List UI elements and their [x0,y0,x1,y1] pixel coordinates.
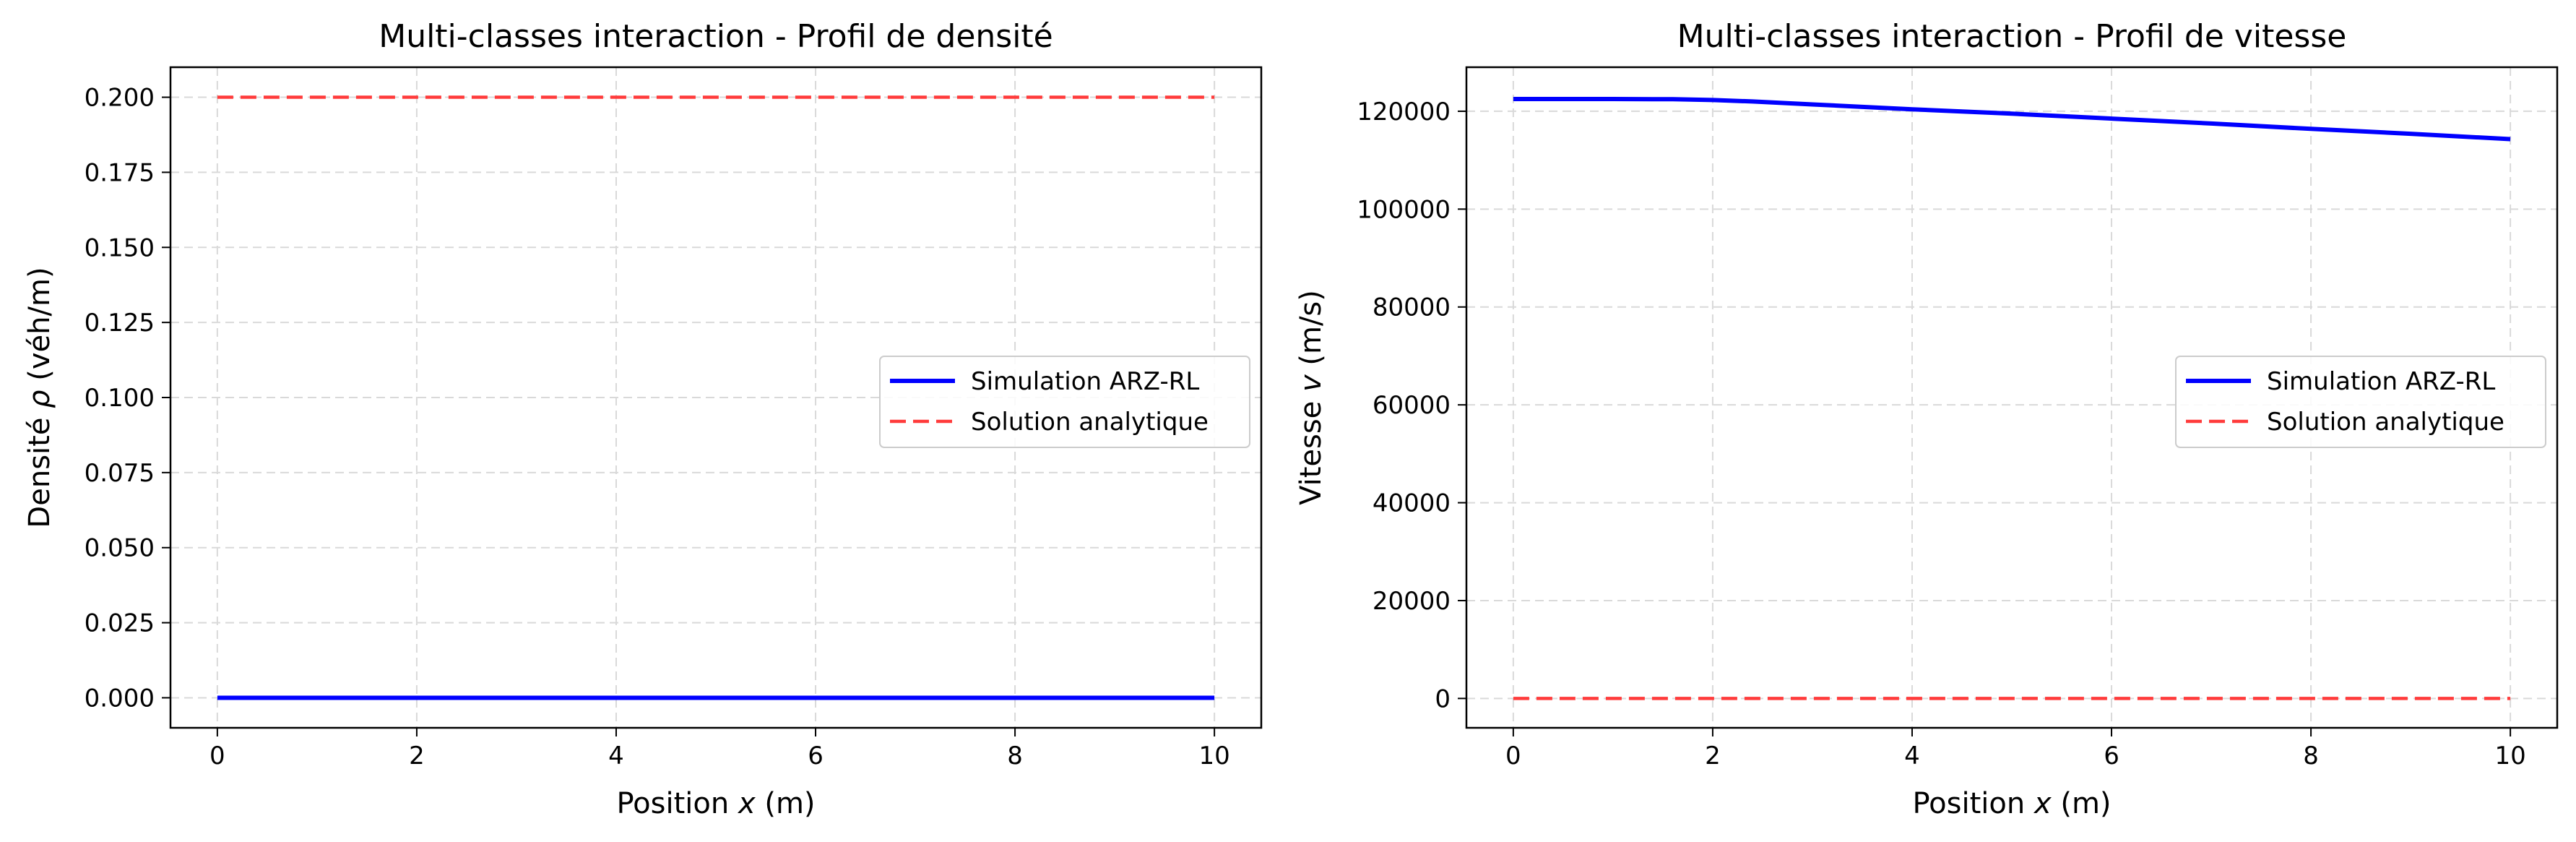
x-axis-label-text: Position [616,787,738,820]
legend-label: Solution analytique [2267,408,2504,437]
y-tick-label: 40000 [1373,489,1451,518]
x-tick-label: 0 [209,742,225,770]
density-chart-panel: 0 2 4 6 8 10 0.000 0.025 0.050 0.075 0.100 0.125 0.1… [23,18,1263,820]
x-axis-label-unit: (m) [756,787,816,820]
y-axis-label-var: ρ [23,390,56,408]
y-tick-label: 60000 [1373,391,1451,420]
y-tick-label: 0.050 [85,534,155,563]
chart-title: Multi-classes interaction - Profil de de… [379,18,1053,55]
y-axis-label-var: v [1295,374,1328,392]
velocity-chart-panel: 0 2 4 6 8 10 0 20000 40000 60000 80000 100000 120000… [1295,18,2559,820]
legend-box [2175,356,2546,448]
y-tick-label: 80000 [1373,293,1451,322]
x-axis-label-unit: (m) [2052,787,2112,820]
x-tick-label: 0 [1505,742,1521,770]
y-tick-label: 0.150 [85,233,155,262]
y-tick-label: 20000 [1373,587,1451,616]
y-tick-label: 0.200 [85,84,155,113]
y-axis-label-unit: (m/s) [1295,290,1328,374]
y-tick-label: 0.000 [85,684,155,713]
x-axis-label-var: x [737,787,756,820]
x-tick-label: 10 [1198,742,1229,770]
y-tick-label: 0.125 [85,309,155,338]
x-axis-label: Position x (m) [1912,787,2111,820]
legend: Simulation ARZ-RL Solution analytique [879,356,1250,448]
y-tick-label: 100000 [1357,195,1451,224]
y-axis-label-text: Vitesse [1295,392,1328,505]
x-tick-label: 4 [608,742,624,770]
x-tick-label: 8 [2303,742,2319,770]
y-tick-label: 0.100 [85,384,155,413]
x-tick-label: 4 [1904,742,1920,770]
x-tick-label: 6 [808,742,824,770]
y-axis-label: Densité ρ (véh/m) [23,267,56,528]
y-axis-label-text: Densité [23,408,56,528]
y-axis-label-unit: (véh/m) [23,267,56,390]
x-tick-label: 8 [1007,742,1023,770]
x-tick-label: 2 [1705,742,1721,770]
y-tick-label: 0.075 [85,459,155,488]
y-tick-label: 0 [1435,684,1451,713]
y-tick-label: 0.175 [85,158,155,187]
x-tick-label: 6 [2104,742,2119,770]
legend-label: Simulation ARZ-RL [2267,367,2495,396]
series-line [1513,97,2511,142]
chart-title: Multi-classes interaction - Profil de vi… [1677,18,2347,55]
y-tick-label: 120000 [1357,98,1451,126]
axes-frame [1465,66,2559,729]
legend-label: Simulation ARZ-RL [971,367,1199,396]
x-axis-label-text: Position [1912,787,2033,820]
x-tick-label: 10 [2494,742,2525,770]
y-tick-label: 0.025 [85,609,155,638]
x-axis-label-var: x [2033,787,2052,820]
legend-label: Solution analytique [971,408,1209,437]
y-axis-label: Vitesse v (m/s) [1295,290,1328,505]
x-tick-label: 2 [409,742,425,770]
x-axis-label: Position x (m) [616,787,815,820]
legend: Simulation ARZ-RL Solution analytique [2175,356,2546,448]
legend-box [879,356,1250,448]
